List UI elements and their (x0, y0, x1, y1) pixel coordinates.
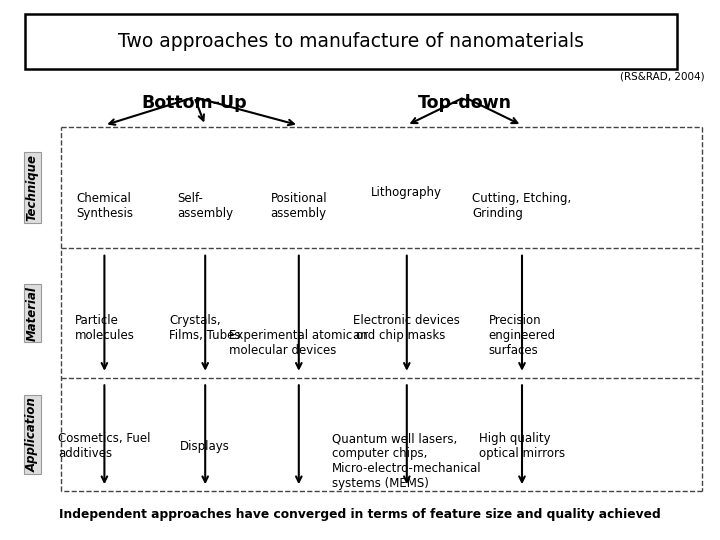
Text: Crystals,
Films, Tubes: Crystals, Films, Tubes (169, 314, 241, 342)
Text: Two approaches to manufacture of nanomaterials: Two approaches to manufacture of nanomat… (117, 31, 584, 51)
Text: Electronic devices
and chip masks: Electronic devices and chip masks (354, 314, 460, 342)
Text: Lithography: Lithography (372, 186, 442, 199)
Text: Self-
assembly: Self- assembly (177, 192, 233, 220)
FancyBboxPatch shape (25, 14, 677, 69)
Text: Technique: Technique (26, 154, 39, 221)
Text: (RS&RAD, 2004): (RS&RAD, 2004) (619, 72, 704, 82)
Text: Top-down: Top-down (418, 94, 511, 112)
Text: Quantum well lasers,
computer chips,
Micro-electro-mechanical
systems (MEMS): Quantum well lasers, computer chips, Mic… (332, 432, 482, 490)
Text: Independent approaches have converged in terms of feature size and quality achie: Independent approaches have converged in… (59, 508, 661, 521)
Text: Experimental atomic or
molecular devices: Experimental atomic or molecular devices (229, 329, 369, 357)
Text: Chemical
Synthesis: Chemical Synthesis (76, 192, 133, 220)
Text: Particle
molecules: Particle molecules (74, 314, 135, 342)
Text: Positional
assembly: Positional assembly (271, 192, 327, 220)
Text: Cosmetics, Fuel
additives: Cosmetics, Fuel additives (58, 432, 150, 460)
Text: Displays: Displays (180, 440, 230, 453)
Text: High quality
optical mirrors: High quality optical mirrors (479, 432, 565, 460)
Text: Cutting, Etching,
Grinding: Cutting, Etching, Grinding (472, 192, 572, 220)
Text: Application: Application (26, 397, 39, 472)
Text: Material: Material (26, 286, 39, 341)
Text: Bottom-Up: Bottom-Up (142, 94, 247, 112)
Text: Precision
engineered
surfaces: Precision engineered surfaces (488, 314, 556, 357)
